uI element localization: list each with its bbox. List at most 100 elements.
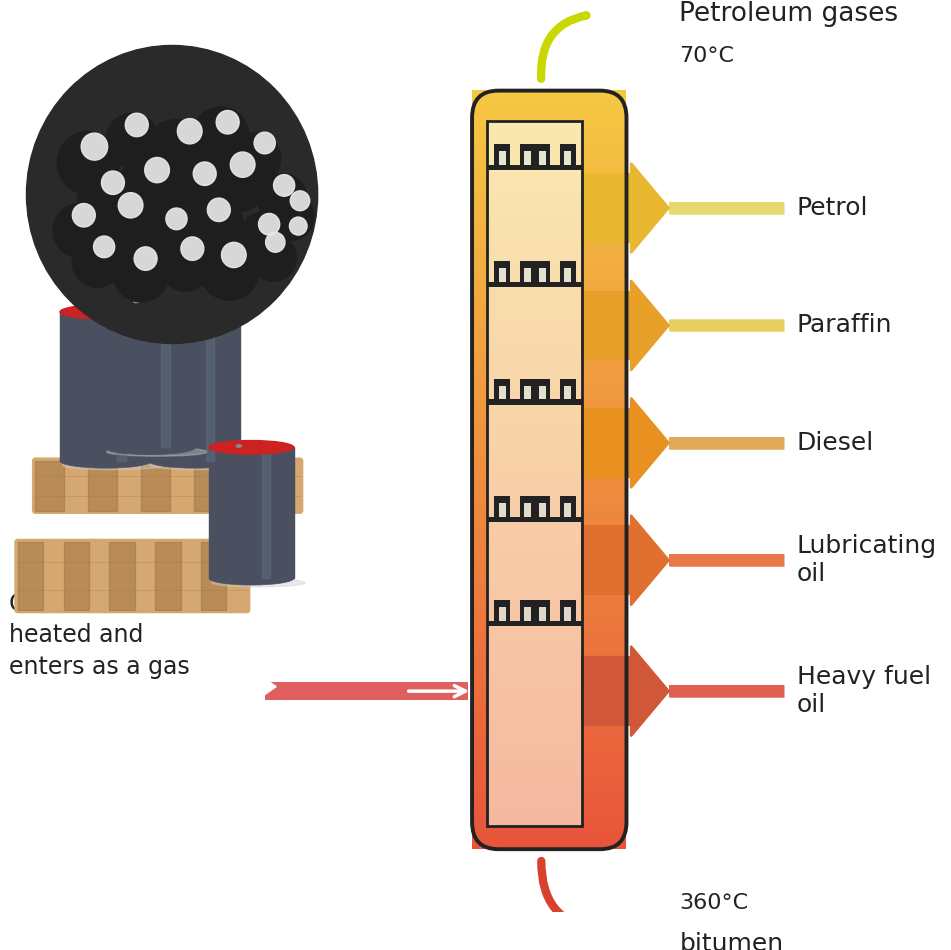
Bar — [472, 823, 627, 826]
Bar — [472, 486, 627, 490]
Ellipse shape — [148, 454, 240, 468]
Bar — [532, 386, 535, 399]
Bar — [524, 607, 532, 620]
Bar — [472, 725, 627, 728]
Circle shape — [145, 158, 169, 182]
Bar — [532, 503, 535, 517]
Bar — [472, 163, 627, 166]
Bar — [487, 807, 582, 810]
Bar — [487, 564, 582, 568]
Bar — [472, 702, 627, 705]
Bar — [472, 272, 627, 276]
Bar — [487, 160, 582, 163]
Bar — [539, 607, 546, 620]
Bar — [487, 800, 582, 803]
Bar — [472, 798, 627, 801]
Bar — [487, 426, 582, 429]
Circle shape — [165, 208, 187, 230]
Bar — [472, 186, 627, 189]
Bar — [487, 384, 582, 387]
Bar — [560, 151, 565, 164]
Text: 70°C: 70°C — [679, 47, 734, 66]
Bar — [572, 151, 576, 164]
Bar — [487, 504, 582, 506]
Bar — [487, 499, 582, 502]
Bar — [520, 151, 524, 164]
Bar — [487, 558, 582, 560]
Bar — [472, 492, 627, 495]
Bar — [472, 156, 627, 159]
Ellipse shape — [60, 454, 152, 468]
Bar — [472, 553, 627, 556]
Bar — [487, 177, 582, 180]
Bar — [472, 276, 627, 280]
Bar — [487, 315, 582, 318]
Bar — [472, 345, 627, 349]
Text: Petrol: Petrol — [797, 196, 868, 220]
Bar — [472, 201, 627, 204]
Circle shape — [207, 199, 230, 221]
Bar — [487, 196, 582, 199]
Bar — [487, 332, 582, 335]
Bar — [472, 118, 627, 121]
Bar — [487, 738, 582, 742]
Bar — [472, 520, 627, 523]
Bar — [472, 785, 627, 788]
Bar — [109, 542, 135, 610]
Bar — [546, 503, 551, 517]
Bar — [487, 287, 582, 291]
FancyBboxPatch shape — [15, 540, 250, 613]
Text: Petroleum gases: Petroleum gases — [679, 1, 899, 27]
Bar — [487, 649, 582, 653]
Bar — [487, 692, 582, 694]
Bar — [487, 386, 582, 390]
Bar — [487, 487, 582, 490]
Bar — [487, 277, 582, 281]
Bar — [520, 386, 524, 399]
Bar — [669, 555, 784, 566]
Bar — [487, 233, 582, 237]
Bar — [487, 282, 582, 288]
FancyArrowPatch shape — [541, 15, 586, 79]
Bar — [472, 841, 627, 845]
Bar — [532, 151, 535, 164]
Bar — [472, 813, 627, 816]
Bar — [487, 236, 582, 238]
Bar — [487, 449, 582, 452]
Bar — [472, 413, 627, 417]
Circle shape — [177, 119, 202, 143]
Bar — [534, 268, 539, 282]
Bar — [472, 846, 627, 849]
Bar — [487, 421, 582, 425]
Ellipse shape — [150, 461, 252, 469]
Bar — [472, 351, 627, 353]
Bar — [472, 153, 627, 157]
Bar — [487, 183, 582, 187]
Bar — [565, 386, 572, 399]
Bar — [487, 588, 582, 591]
Circle shape — [143, 120, 210, 188]
Bar — [472, 704, 627, 708]
Bar — [487, 614, 582, 618]
Bar — [472, 287, 627, 291]
Bar — [472, 777, 627, 781]
Bar — [472, 92, 627, 96]
Bar — [472, 441, 627, 445]
Bar — [487, 442, 582, 446]
Bar — [487, 464, 582, 466]
Bar — [487, 520, 582, 523]
Bar — [487, 313, 582, 316]
Bar — [472, 580, 627, 583]
Bar — [472, 194, 627, 197]
Bar — [472, 456, 627, 460]
Bar — [487, 560, 582, 563]
Bar — [487, 217, 582, 219]
Bar — [487, 134, 582, 138]
Bar — [582, 174, 631, 242]
Bar — [472, 332, 627, 336]
Bar — [565, 503, 572, 517]
Bar — [472, 462, 627, 465]
Circle shape — [53, 203, 106, 257]
Bar — [487, 501, 582, 504]
Bar — [472, 217, 627, 219]
